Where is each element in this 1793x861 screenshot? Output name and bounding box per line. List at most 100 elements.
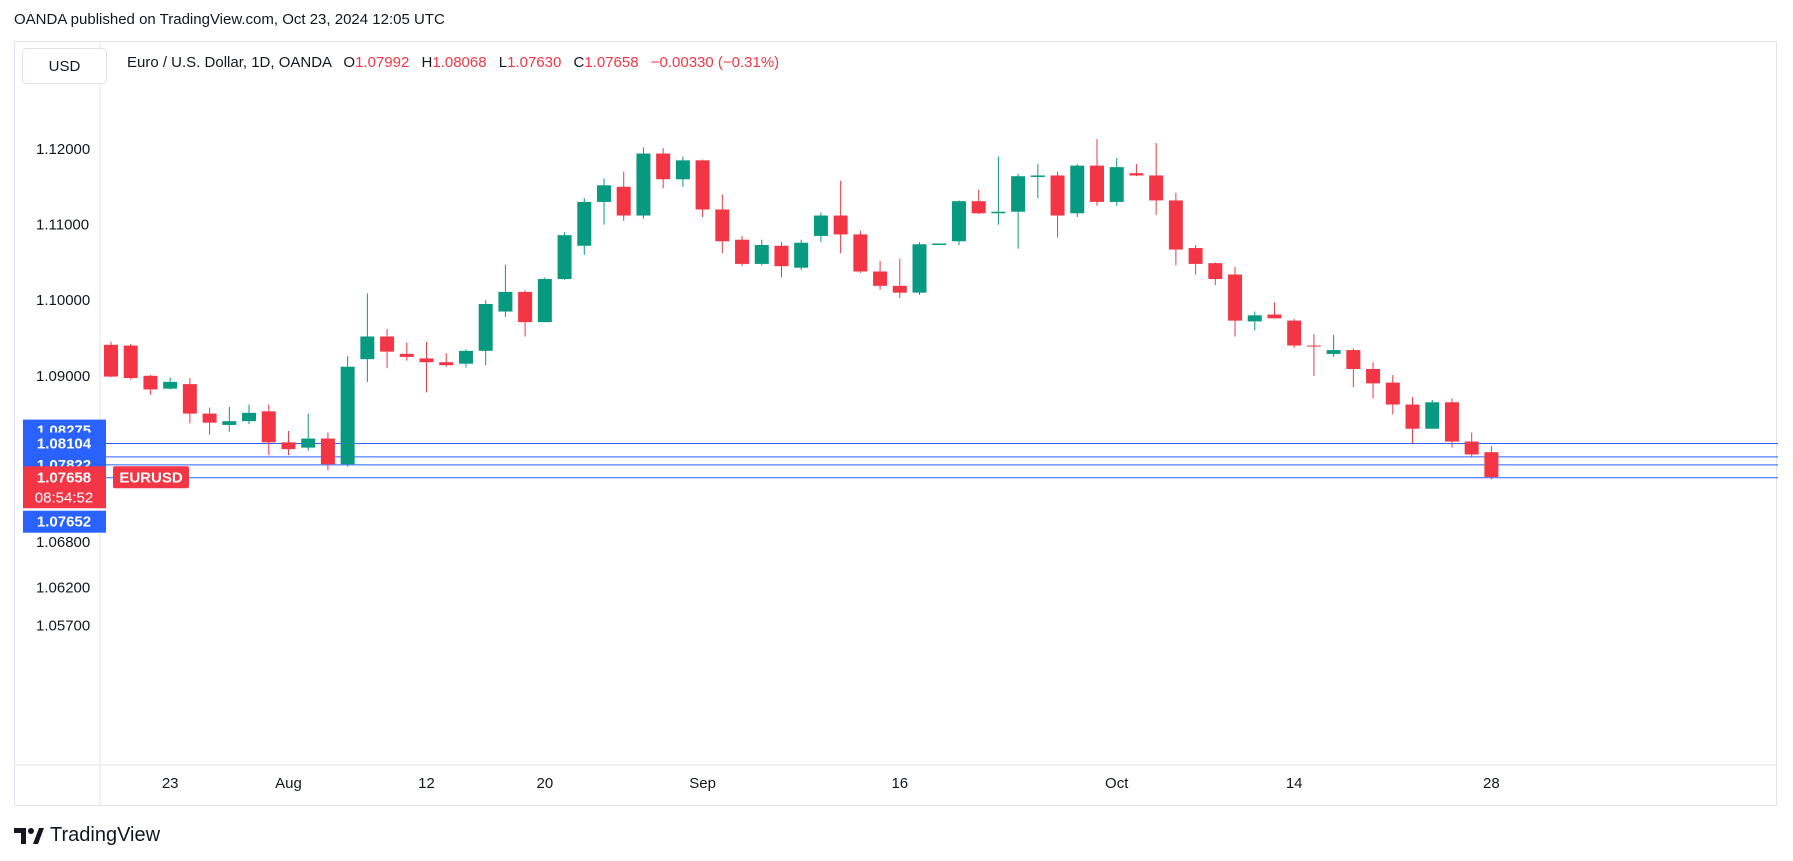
legend-high-label: H: [421, 54, 433, 71]
candle-down[interactable]: [320, 438, 335, 465]
candle-up[interactable]: [478, 303, 493, 351]
y-tick-label: 1.06200: [36, 579, 90, 596]
candle-up[interactable]: [537, 279, 552, 323]
publish-attribution: OANDA published on TradingView.com, Oct …: [14, 11, 445, 28]
y-tick-label: 1.10000: [36, 292, 90, 309]
candle-up[interactable]: [1030, 175, 1045, 177]
price-label-text: 1.08104: [37, 436, 92, 453]
candle-down[interactable]: [833, 215, 848, 235]
chart-frame: [14, 41, 1777, 806]
candle-down[interactable]: [873, 271, 888, 286]
candle-down[interactable]: [1168, 200, 1183, 250]
x-tick-label: Oct: [1105, 775, 1129, 792]
candle-up[interactable]: [991, 211, 1006, 214]
candle-down[interactable]: [971, 201, 986, 214]
candle-down[interactable]: [439, 362, 454, 366]
x-tick-label: 14: [1286, 775, 1303, 792]
candle-up[interactable]: [1070, 165, 1085, 214]
candle-up[interactable]: [1247, 315, 1262, 322]
candle-up[interactable]: [794, 242, 809, 268]
legend-high-value: 1.08068: [432, 54, 487, 71]
candle-up[interactable]: [557, 235, 572, 280]
candle-down[interactable]: [123, 345, 138, 379]
candle-down[interactable]: [281, 442, 296, 450]
candle-up[interactable]: [1326, 350, 1341, 354]
candle-down[interactable]: [182, 384, 197, 414]
y-tick-label: 1.05700: [36, 617, 90, 634]
candle-down[interactable]: [380, 336, 395, 352]
price-label-text: 1.07652: [37, 514, 91, 531]
candle-down[interactable]: [1129, 173, 1144, 176]
candle-up[interactable]: [163, 381, 178, 389]
candle-down[interactable]: [1228, 274, 1243, 321]
candle-down[interactable]: [419, 358, 434, 363]
candle-up[interactable]: [636, 153, 651, 216]
candle-down[interactable]: [1484, 452, 1499, 478]
y-tick-label: 1.11000: [36, 217, 89, 234]
candle-up[interactable]: [242, 412, 257, 422]
candle-up[interactable]: [498, 291, 513, 312]
candle-down[interactable]: [1306, 345, 1321, 347]
legend-symbol: Euro / U.S. Dollar, 1D, OANDA: [127, 54, 332, 71]
legend-open-label: O: [343, 54, 356, 71]
candle-up[interactable]: [1425, 402, 1440, 429]
price-label-box: [23, 432, 106, 455]
tradingview-logo[interactable]: TradingView: [14, 824, 160, 847]
candle-down[interactable]: [735, 239, 750, 264]
symbol-tag-text: EURUSD: [119, 469, 183, 486]
candle-down[interactable]: [261, 411, 276, 443]
candle-down[interactable]: [399, 353, 414, 357]
candle-down[interactable]: [1464, 441, 1479, 455]
symbol-tag-box: [113, 466, 189, 489]
candle-down[interactable]: [1208, 263, 1223, 280]
candle-down[interactable]: [1090, 165, 1104, 202]
candle-up[interactable]: [222, 421, 237, 425]
candle-up[interactable]: [1109, 167, 1124, 202]
candle-down[interactable]: [853, 234, 868, 272]
candle-up[interactable]: [1011, 176, 1026, 212]
candle-up[interactable]: [754, 245, 769, 264]
last-price-box: [23, 466, 106, 509]
candle-down[interactable]: [202, 413, 217, 423]
candle-down[interactable]: [518, 291, 533, 323]
candle-down[interactable]: [1444, 402, 1459, 442]
candle-up[interactable]: [675, 160, 690, 180]
candle-up[interactable]: [932, 243, 947, 246]
candle-down[interactable]: [695, 160, 710, 210]
candle-down[interactable]: [656, 153, 671, 180]
candle-up[interactable]: [813, 215, 828, 236]
candle-up[interactable]: [577, 201, 592, 246]
candle-down[interactable]: [1366, 368, 1381, 384]
candle-down[interactable]: [616, 186, 631, 216]
candle-down[interactable]: [1405, 404, 1420, 429]
candle-up[interactable]: [597, 185, 611, 202]
candle-up[interactable]: [951, 201, 966, 242]
candle-up[interactable]: [912, 244, 927, 293]
candle-up[interactable]: [458, 350, 473, 364]
legend-low-label: L: [498, 54, 508, 71]
candle-down[interactable]: [774, 245, 789, 267]
chart-legend: Euro / U.S. Dollar, 1D, OANDA O1.07992 H…: [127, 54, 779, 71]
candle-down[interactable]: [715, 209, 730, 242]
candle-down[interactable]: [1346, 350, 1361, 369]
candle-down[interactable]: [1050, 175, 1065, 216]
currency-button[interactable]: USD: [22, 48, 107, 84]
candle-down[interactable]: [143, 375, 158, 390]
y-tick-label: 1.09000: [36, 368, 90, 385]
candle-down[interactable]: [1385, 382, 1400, 405]
candle-down[interactable]: [892, 285, 907, 293]
bar-countdown-text: 08:54:52: [35, 489, 93, 506]
legend-close-value: 1.07658: [584, 54, 639, 71]
candle-down[interactable]: [1287, 320, 1302, 346]
x-tick-label: Aug: [275, 775, 302, 792]
x-tick-label: 12: [418, 775, 435, 792]
price-label-box: [23, 510, 106, 533]
candle-down[interactable]: [1149, 175, 1164, 201]
candle-up[interactable]: [340, 366, 355, 465]
candle-up[interactable]: [301, 438, 316, 448]
candle-down[interactable]: [104, 344, 118, 377]
candle-up[interactable]: [360, 336, 375, 360]
candle-down[interactable]: [1188, 248, 1203, 264]
candle-down[interactable]: [1267, 314, 1282, 319]
chart-canvas[interactable]: 1.130001.120001.110001.100001.090001.068…: [0, 0, 1793, 820]
